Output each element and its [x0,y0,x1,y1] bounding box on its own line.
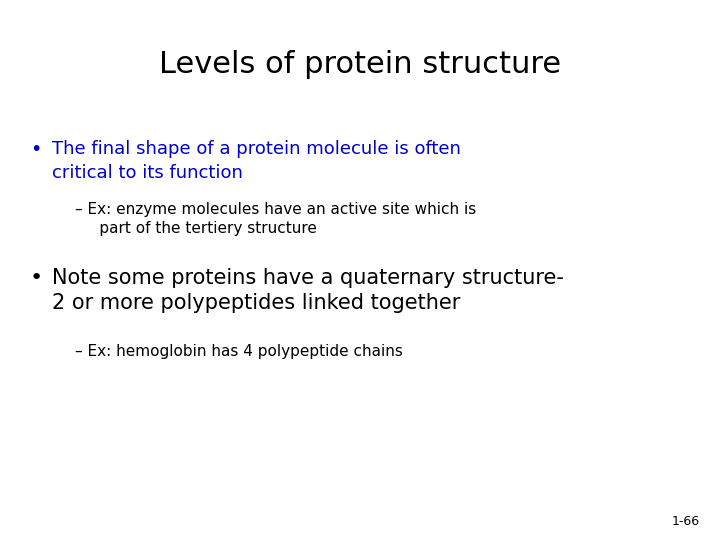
Text: – Ex: enzyme molecules have an active site which is
     part of the tertiery st: – Ex: enzyme molecules have an active si… [75,202,476,236]
Text: – Ex: hemoglobin has 4 polypeptide chains: – Ex: hemoglobin has 4 polypeptide chain… [75,344,403,359]
Text: Note some proteins have a quaternary structure-
2 or more polypeptides linked to: Note some proteins have a quaternary str… [52,268,564,313]
Text: Levels of protein structure: Levels of protein structure [159,50,561,79]
Text: •: • [30,140,41,159]
Text: •: • [30,268,43,288]
Text: 1-66: 1-66 [672,515,700,528]
Text: The final shape of a protein molecule is often
critical to its function: The final shape of a protein molecule is… [52,140,461,181]
